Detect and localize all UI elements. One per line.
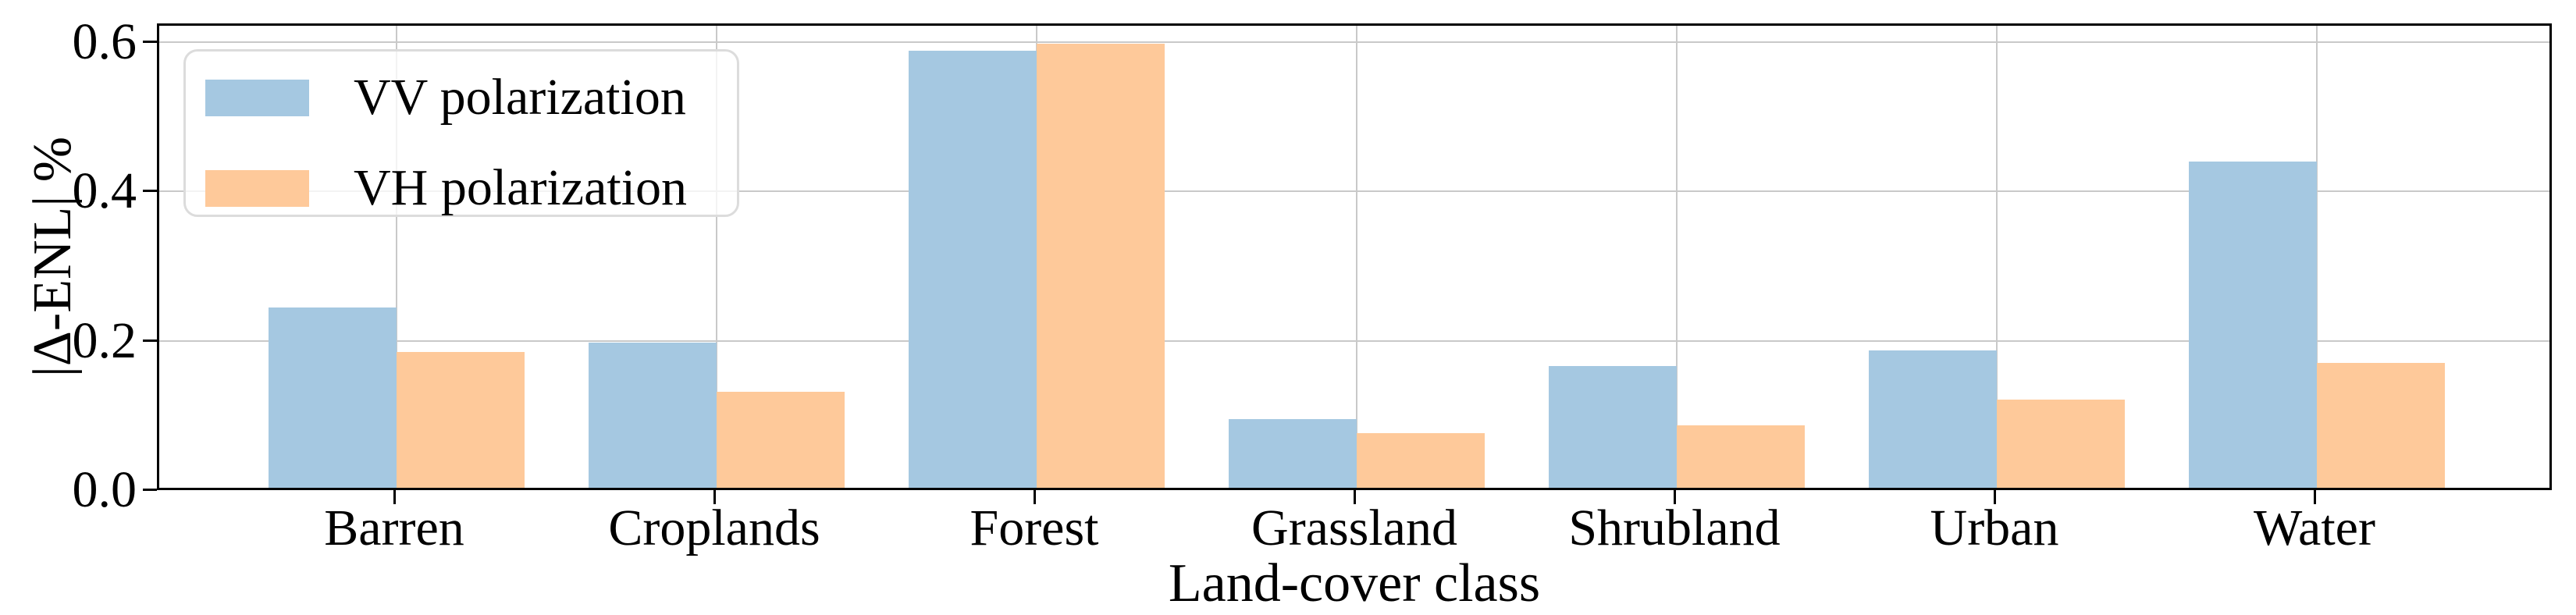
x-tick-mark xyxy=(393,490,396,504)
bar-vv-shrubland xyxy=(1549,366,1677,488)
x-tick-mark xyxy=(1994,490,1996,504)
x-gridline xyxy=(1676,26,1678,488)
legend: VV polarization VH polarization xyxy=(183,49,739,217)
y-tick-label: 0.4 xyxy=(72,162,137,220)
x-tick-label: Shrubland xyxy=(1568,499,1781,556)
y-tick-label: 0.6 xyxy=(72,12,137,70)
x-gridline xyxy=(396,26,397,488)
legend-item-vv: VV polarization xyxy=(205,72,721,123)
bar-vh-shrubland xyxy=(1677,425,1805,488)
y-tick-mark xyxy=(143,40,157,43)
x-tick-mark xyxy=(1674,490,1676,504)
x-tick-mark xyxy=(1354,490,1356,504)
x-tick-mark xyxy=(1034,490,1036,504)
bar-vv-barren xyxy=(269,308,397,488)
bar-vv-grassland xyxy=(1229,419,1357,488)
legend-label-vh: VH polarization xyxy=(354,159,688,216)
bar-vh-forest xyxy=(1037,44,1165,488)
bar-vh-grassland xyxy=(1357,433,1485,488)
y-tick-mark xyxy=(143,190,157,193)
legend-label-vv: VV polarization xyxy=(354,69,686,126)
x-tick-mark xyxy=(2314,490,2316,504)
bar-vv-water xyxy=(2189,162,2317,488)
legend-swatch-vv-color xyxy=(205,79,309,116)
bar-vh-water xyxy=(2317,363,2445,488)
x-tick-label: Croplands xyxy=(608,499,820,556)
x-tick-label: Urban xyxy=(1930,499,2059,556)
y-axis-label: |Δ-ENL| % xyxy=(23,136,83,378)
bar-vh-urban xyxy=(1997,400,2125,488)
x-gridline xyxy=(1996,26,1998,488)
y-gridline xyxy=(159,339,2549,342)
y-tick-label: 0.2 xyxy=(72,311,137,369)
y-gridline xyxy=(159,190,2549,193)
bar-vh-barren xyxy=(397,352,525,488)
bar-vv-forest xyxy=(909,51,1037,488)
x-tick-label: Water xyxy=(2254,499,2375,556)
bar-vv-croplands xyxy=(589,343,717,488)
y-tick-mark xyxy=(143,339,157,342)
x-gridline xyxy=(1356,26,1357,488)
x-axis-label: Land-cover class xyxy=(1168,553,1541,613)
y-gridline xyxy=(159,41,2549,43)
x-gridline xyxy=(716,26,717,488)
x-tick-label: Grassland xyxy=(1251,499,1457,556)
x-tick-label: Barren xyxy=(324,499,464,556)
legend-swatch-vh-color xyxy=(205,169,309,207)
x-gridline xyxy=(2316,26,2318,488)
bar-vv-urban xyxy=(1869,350,1997,488)
x-tick-label: Forest xyxy=(970,499,1099,556)
y-tick-mark xyxy=(143,489,157,491)
legend-item-vh: VH polarization xyxy=(205,162,721,214)
plot-area: VV polarization VH polarization xyxy=(157,23,2552,490)
x-tick-mark xyxy=(713,490,716,504)
y-tick-label: 0.0 xyxy=(72,461,137,518)
bar-vh-croplands xyxy=(717,392,845,488)
